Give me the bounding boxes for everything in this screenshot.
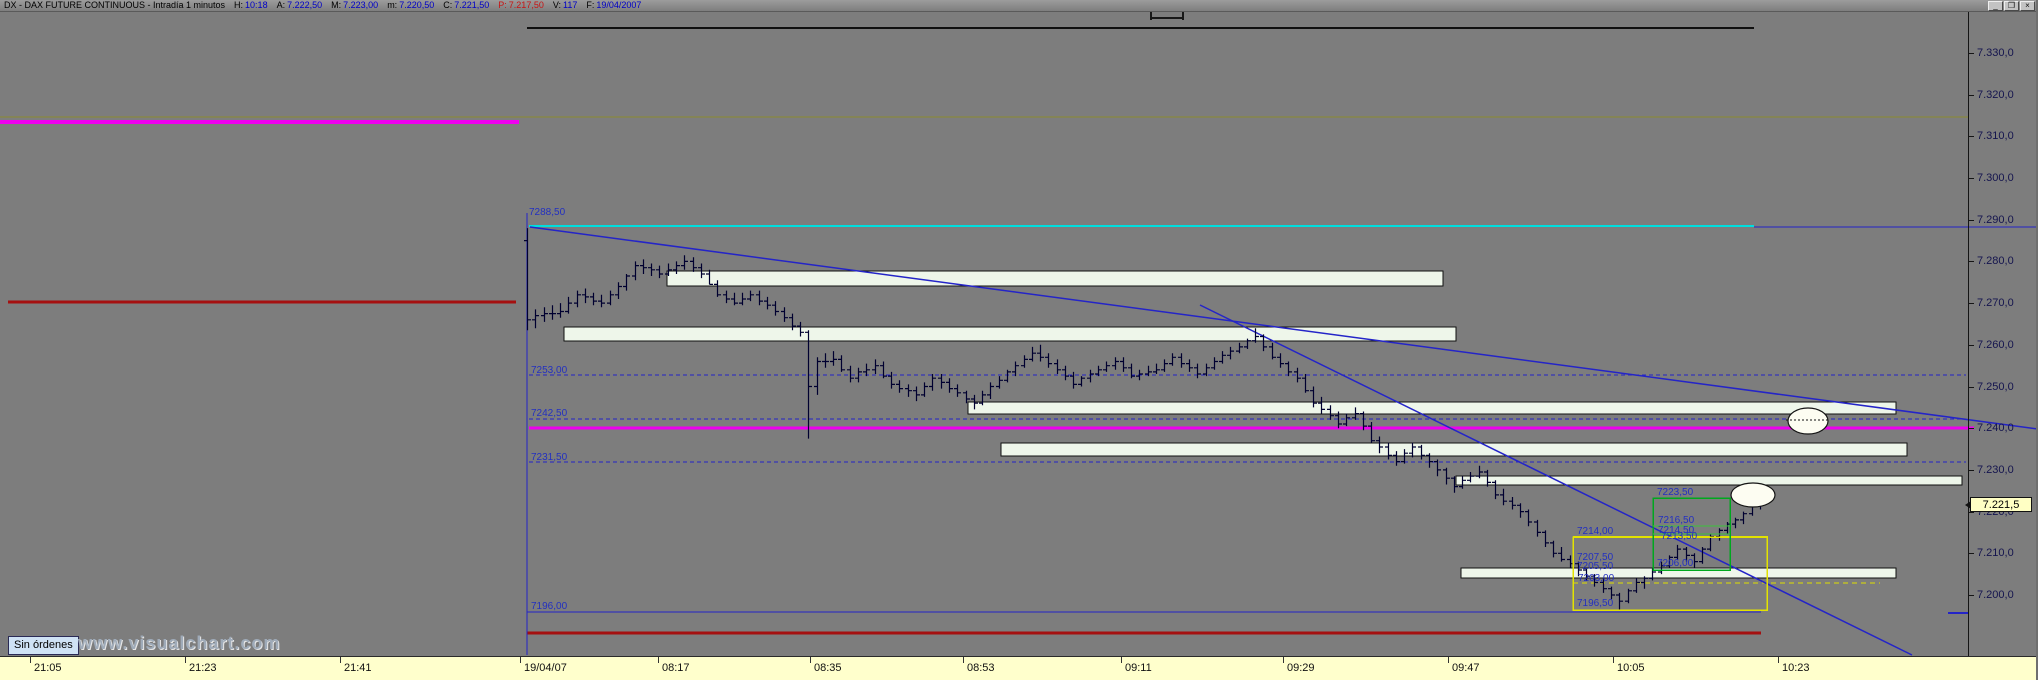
price-arrow-icon [1965, 501, 1971, 510]
quote-field: P: 7.217,50 [498, 0, 544, 10]
price-tick-label: 7.290,0 [1977, 213, 2014, 226]
time-tick-label: 10:05 [1617, 662, 1645, 674]
green-range-box[interactable] [1652, 497, 1731, 571]
level-label: 7216,50 [1658, 515, 1695, 526]
price-tick [1969, 386, 1974, 388]
level-label: 7196,50 [1577, 598, 1614, 609]
zone-bands [563, 270, 1963, 579]
price-tick [1969, 178, 1974, 180]
time-tick-label: 08:53 [967, 662, 995, 674]
price-tick [1969, 219, 1974, 221]
time-tick [1283, 657, 1284, 663]
price-tick-label: 7.280,0 [1977, 255, 2014, 268]
time-axis[interactable]: 21:05 21:23 21:41 19/04/07 08:17 08:35 08:53 09… [0, 656, 2036, 680]
level-label: 7203,00 [1578, 573, 1615, 584]
time-tick [963, 657, 964, 663]
price-tick-label: 7.200,0 [1977, 588, 2014, 601]
time-tick-label: 09:47 [1452, 662, 1480, 674]
quote-field: M: 7.223,00 [331, 0, 379, 10]
last-price-badge: 7.221,5 [1965, 497, 2032, 513]
quote-field: H: 10:18 [234, 0, 268, 10]
time-tick-label: 09:11 [1125, 662, 1152, 674]
price-tick [1969, 261, 1974, 263]
minimize-button[interactable]: _ [1988, 1, 2003, 11]
level-label: 7213,50 [1661, 531, 1698, 542]
level-label: 7205,50 [1577, 561, 1614, 572]
price-axis[interactable]: 7.221,5 7.330,0 7.320,0 7.310,0 7.300,0 7.29… [1965, 12, 2036, 656]
yellow-range-box[interactable] [1572, 536, 1768, 611]
level-label: 7288,50 [529, 207, 566, 218]
window-titlebar[interactable]: DX - DAX FUTURE CONTINUOUS - Intradía 1 … [0, 0, 2036, 12]
annotation-ellipse-2[interactable] [1730, 482, 1776, 508]
time-tick-label: 08:17 [662, 662, 690, 674]
price-tick [1969, 553, 1974, 555]
level-label: 7207,50 [1577, 552, 1614, 563]
price-tick-label: 7.230,0 [1977, 463, 2014, 476]
time-tick [1121, 657, 1122, 663]
time-tick-label: 09:29 [1287, 662, 1315, 674]
level-label: 7242,50 [531, 408, 568, 419]
level-label: 7253,00 [531, 365, 568, 376]
time-tick [30, 657, 31, 663]
price-tick-label: 7.300,0 [1977, 172, 2014, 185]
price-tick [1969, 594, 1974, 596]
quote-field: V: 117 [552, 0, 578, 10]
level-label: 7223,50 [1657, 487, 1694, 498]
price-tick-label: 7.240,0 [1977, 422, 2014, 435]
time-tick-label: 21:05 [34, 662, 62, 674]
price-tick-label: 7.260,0 [1977, 338, 2014, 351]
time-tick [340, 657, 341, 663]
time-tick [810, 657, 811, 663]
top-line-marker [1150, 12, 1184, 20]
trendline-steep[interactable] [1199, 304, 1913, 656]
price-tick [1969, 136, 1974, 138]
time-tick-label: 21:41 [344, 662, 372, 674]
chart-plot-area[interactable]: 7288,50 7253,00 7242,50 7231,50 7196,00 7223,… [0, 12, 2038, 656]
time-tick-label: 10:23 [1782, 662, 1810, 674]
time-tick [1448, 657, 1449, 663]
level-label: 7214,50 [1658, 525, 1695, 536]
price-tick-label: 7.270,0 [1977, 297, 2014, 310]
time-tick-label: 21:23 [189, 662, 217, 674]
price-level-labels: 7288,50 7253,00 7242,50 7231,50 7196,00 7223,… [529, 207, 1698, 612]
price-tick-label: 7.330,0 [1977, 47, 2014, 59]
level-label: 7231,50 [531, 452, 568, 463]
quote-field: A: 7.222,50 [276, 0, 323, 10]
trendline-main[interactable] [529, 226, 2038, 430]
price-tick [1969, 94, 1974, 96]
restore-button[interactable]: ❐ [2004, 1, 2019, 11]
time-tick [1613, 657, 1614, 663]
quote-fields: H: 10:18 A: 7.222,50 M: 7.223,00 m: 7.220,50 C: 7… [225, 0, 641, 11]
quote-field: m: 7.220,50 [387, 0, 435, 10]
time-tick [658, 657, 659, 663]
time-tick-label: 08:35 [814, 662, 842, 674]
price-tick [1969, 469, 1974, 471]
level-label: 7206,00 [1657, 558, 1694, 569]
price-tick [1969, 303, 1974, 305]
visualchart-watermark: www.visualchart.com [78, 633, 281, 653]
window-title: DX - DAX FUTURE CONTINUOUS - Intradía 1 … [4, 0, 226, 10]
quote-field: F: 19/04/2007 [586, 0, 642, 10]
time-tick-label: 19/04/07 [524, 662, 567, 674]
price-tick-label: 7.310,0 [1977, 130, 2014, 143]
price-tick-label: 7.250,0 [1977, 380, 2014, 393]
chart-canvas[interactable]: 7288,50 7253,00 7242,50 7231,50 7196,00 7223,… [0, 12, 2038, 656]
time-tick [520, 657, 521, 663]
price-tick [1969, 344, 1974, 346]
level-label: 7214,00 [1577, 526, 1614, 537]
window-buttons: _ ❐ × [1988, 1, 2035, 11]
quote-field: C: 7.221,50 [443, 0, 490, 10]
price-tick-label: 7.210,0 [1977, 547, 2014, 560]
annotation-ellipse-1[interactable] [1787, 407, 1829, 435]
price-tick-label: 7.320,0 [1977, 88, 2014, 101]
time-tick [1778, 657, 1779, 663]
price-tick [1969, 428, 1974, 430]
price-tick [1969, 53, 1974, 54]
orders-status-button[interactable]: Sin órdenes [8, 636, 79, 655]
level-label: 7196,00 [531, 601, 568, 612]
close-button[interactable]: × [2020, 1, 2035, 11]
time-tick [185, 657, 186, 663]
ohlc-bars [524, 228, 1764, 610]
